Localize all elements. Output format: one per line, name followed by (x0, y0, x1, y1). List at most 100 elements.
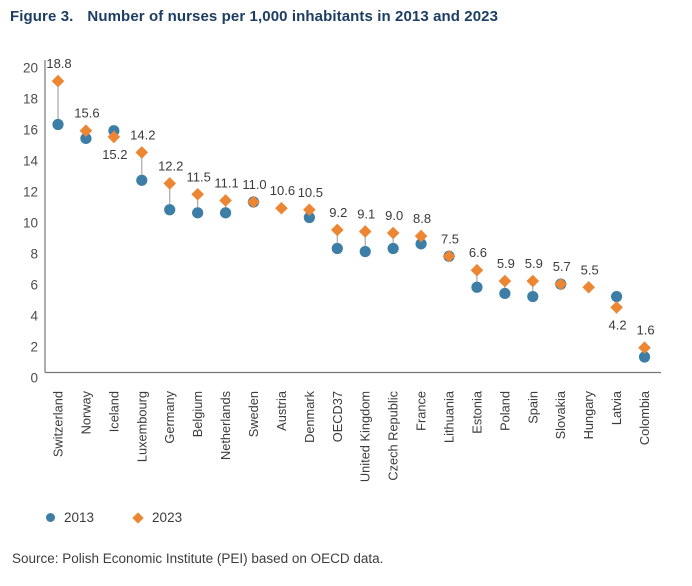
data-point-2023 (582, 280, 595, 294)
value-label: 9.1 (357, 206, 375, 221)
value-label: 5.9 (525, 256, 543, 271)
value-label: 10.6 (270, 183, 295, 198)
country-label: Poland (497, 391, 512, 431)
country-label: Norway (78, 390, 93, 434)
figure-title: Figure 3. Number of nurses per 1,000 inha… (10, 8, 680, 25)
value-label: 4.2 (609, 317, 627, 332)
chart-legend: 2013 2023 (46, 510, 182, 525)
country-label: France (414, 391, 429, 431)
value-label: 9.2 (329, 205, 347, 220)
value-label: 1.6 (636, 323, 654, 338)
data-point-2013 (303, 211, 315, 224)
value-label: 15.2 (102, 147, 127, 162)
y-tick-label: 16 (23, 123, 38, 138)
value-label: 6.6 (469, 245, 487, 260)
data-point-2023 (442, 249, 456, 263)
data-point-2023 (247, 195, 260, 209)
country-label: Colombia (637, 390, 652, 445)
data-point-2023 (275, 201, 288, 215)
country-label: Spain (525, 391, 540, 424)
value-label: 11.0 (242, 177, 266, 192)
legend-item-2013: 2013 (46, 510, 94, 525)
data-point-2023 (135, 146, 149, 159)
y-tick-label: 10 (23, 216, 38, 231)
data-point-2013 (527, 290, 539, 303)
country-label: Switzerland (51, 391, 66, 457)
country-label: Luxembourg (134, 391, 149, 462)
country-label: Sweden (246, 391, 261, 437)
value-label: 15.6 (74, 106, 99, 121)
data-point-2013 (136, 174, 148, 186)
value-label: 11.1 (214, 175, 238, 190)
country-label: Belgium (190, 391, 205, 437)
country-label: Latvia (609, 390, 624, 425)
legend-label-2023: 2023 (152, 510, 183, 525)
value-label: 14.2 (130, 127, 155, 142)
legend-item-2023: 2023 (132, 510, 183, 525)
diamond-icon (132, 511, 144, 524)
source-note: Source: Polish Economic Institute (PEI) … (12, 551, 384, 566)
data-point-2023 (358, 225, 372, 238)
data-point-2013 (471, 281, 483, 293)
country-label: Slovakia (553, 390, 568, 439)
data-point-2013 (359, 246, 371, 258)
value-label: 5.7 (553, 259, 571, 274)
figure-number: Figure 3. (10, 8, 74, 25)
data-point-2023 (526, 274, 540, 288)
data-point-2023 (219, 194, 232, 207)
country-label: Denmark (302, 390, 317, 443)
data-point-2013 (52, 118, 64, 131)
value-label: 18.8 (46, 56, 71, 71)
value-label: 8.8 (413, 211, 431, 226)
data-point-2023 (386, 226, 400, 240)
value-label: 5.9 (497, 256, 515, 271)
data-point-2013 (611, 290, 623, 303)
data-point-2013 (415, 238, 427, 250)
data-point-2013 (192, 207, 204, 219)
data-point-2023 (470, 263, 484, 277)
country-label: Czech Republic (386, 390, 401, 480)
data-point-2023 (79, 124, 93, 137)
country-label: Germany (162, 390, 177, 443)
data-point-2013 (638, 351, 651, 363)
data-point-2013 (80, 132, 92, 145)
data-point-2023 (498, 274, 512, 288)
data-point-2023 (554, 277, 568, 291)
data-point-2013 (219, 207, 232, 219)
y-tick-label: 18 (23, 92, 38, 107)
value-label: 11.5 (186, 169, 210, 184)
y-tick-label: 20 (23, 61, 38, 76)
country-label: Hungary (581, 390, 596, 439)
data-point-2013 (387, 242, 399, 255)
y-tick-label: 12 (23, 185, 38, 200)
data-point-2023 (163, 177, 177, 190)
y-tick-label: 14 (23, 154, 39, 169)
data-point-2013 (331, 242, 343, 255)
value-label: 10.5 (298, 185, 323, 200)
data-point-2023 (638, 341, 651, 354)
y-tick-label: 6 (30, 278, 38, 293)
data-point-2023 (107, 130, 121, 144)
value-label: 5.5 (581, 262, 599, 277)
legend-label-2013: 2013 (64, 510, 95, 525)
data-point-2023 (331, 223, 344, 237)
data-point-2023 (303, 203, 316, 217)
value-label: 7.5 (441, 231, 459, 246)
data-point-2013 (164, 204, 176, 216)
data-point-2023 (191, 187, 204, 201)
country-label: Iceland (106, 391, 121, 432)
data-point-2023 (610, 301, 623, 314)
y-tick-label: 4 (30, 309, 38, 324)
y-tick-label: 8 (30, 247, 38, 262)
country-label: Austria (274, 390, 289, 431)
data-point-2023 (414, 229, 428, 243)
country-label: Netherlands (218, 391, 233, 460)
country-label: OECD37 (330, 391, 345, 442)
country-label: Estonia (469, 390, 484, 434)
data-point-2023 (51, 74, 65, 88)
y-tick-label: 2 (30, 340, 38, 355)
data-point-2013 (499, 287, 511, 300)
country-label: United Kingdom (358, 391, 373, 482)
